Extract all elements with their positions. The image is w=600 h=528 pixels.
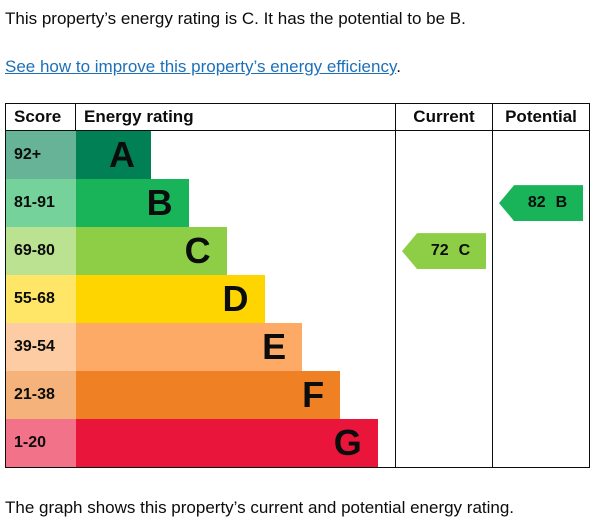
current-score: 72 [430,242,449,260]
band-row-g: 1-20 G [6,419,589,468]
current-cell [395,323,492,372]
improve-link-line: See how to improve this property’s energ… [5,57,595,77]
potential-cell [492,227,589,276]
current-cell [395,419,492,468]
potential-cell [492,275,589,324]
potential-band: B [555,194,568,212]
band-row-c: 69-80 C 72 C [6,227,589,276]
current-cell: 72 C [395,227,492,276]
improve-link[interactable]: See how to improve this property’s energ… [5,57,397,77]
rating-cell: F [76,371,395,420]
score-cell: 39-54 [6,323,76,372]
band-bar: F [76,371,341,420]
chart-header: Score Energy rating Current Potential [6,104,589,132]
score-cell: 92+ [6,131,76,180]
band-letter: G [333,422,362,464]
current-cell [395,371,492,420]
score-cell: 1-20 [6,419,76,468]
current-cell [395,275,492,324]
band-bar: E [76,323,303,372]
band-row-f: 21-38 F [6,371,589,420]
improve-link-suffix: . [396,57,401,77]
potential-cell: 82 B [492,179,589,228]
column-header-energy-rating: Energy rating [84,107,194,127]
band-row-a: 92+ A [6,131,589,180]
score-cell: 55-68 [6,275,76,324]
score-cell: 69-80 [6,227,76,276]
band-letter: A [108,134,135,176]
rating-cell: A [76,131,395,180]
current-rating-arrow: 72 C [402,233,486,270]
band-letter: C [184,230,211,272]
potential-rating-arrow: 82 B [499,185,583,222]
score-cell: 81-91 [6,179,76,228]
potential-cell [492,371,589,420]
rating-cell: D [76,275,395,324]
rating-cell: C [76,227,395,276]
column-header-score: Score [6,104,76,131]
chart-caption: The graph shows this property’s current … [5,498,515,518]
band-letter: D [222,278,249,320]
rating-cell: B [76,179,395,228]
band-bar: G [76,419,378,468]
current-cell [395,131,492,180]
band-bar: C [76,227,227,276]
band-bar: B [76,179,189,228]
summary-text: This property’s energy rating is C. It h… [5,9,466,28]
potential-cell [492,131,589,180]
column-header-current: Current [395,104,492,131]
band-row-b: 81-91 B 82 B [6,179,589,228]
rating-cell: G [76,419,395,468]
band-letter: B [146,182,173,224]
column-header-potential: Potential [492,104,589,131]
band-letter: F [302,374,325,416]
band-row-e: 39-54 E [6,323,589,372]
potential-score: 82 [527,194,546,212]
current-band: C [458,242,471,260]
rating-cell: E [76,323,395,372]
band-letter: E [262,326,287,368]
band-bar: D [76,275,265,324]
score-cell: 21-38 [6,371,76,420]
band-bar: A [76,131,151,180]
band-row-d: 55-68 D [6,275,589,324]
current-cell [395,179,492,228]
epc-chart: Score Energy rating Current Potential 92… [5,103,590,469]
potential-cell [492,419,589,468]
potential-cell [492,323,589,372]
